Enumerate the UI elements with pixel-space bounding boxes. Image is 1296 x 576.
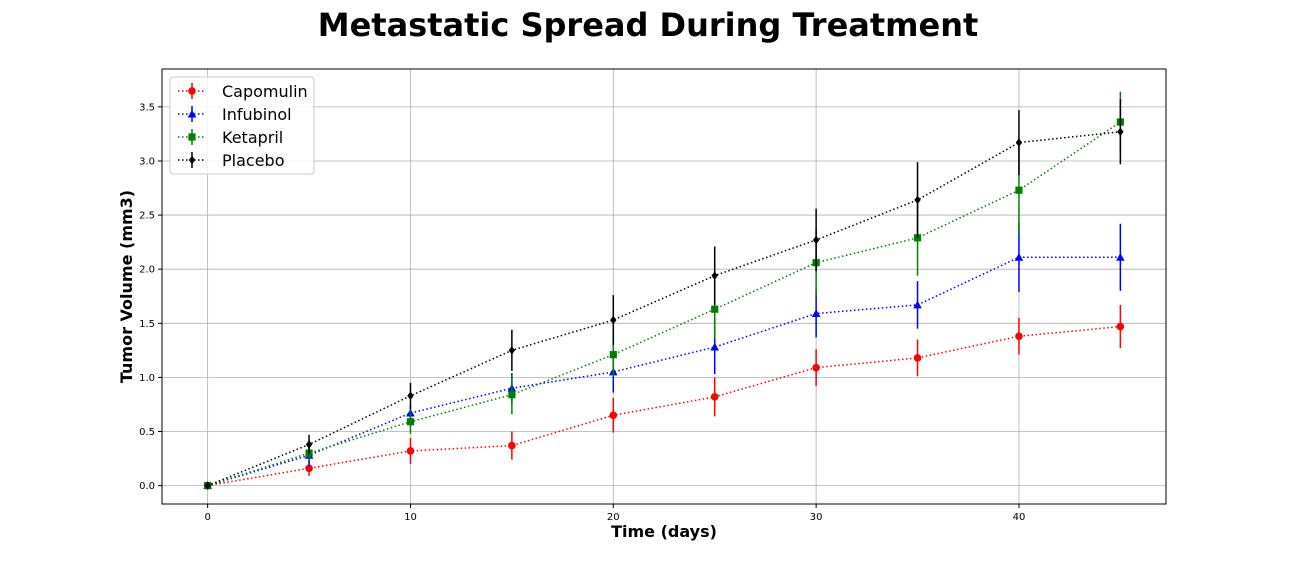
data-point bbox=[305, 464, 313, 473]
data-point bbox=[188, 155, 196, 165]
data-point bbox=[710, 393, 719, 401]
legend-label: Infubinol bbox=[222, 105, 292, 124]
data-point bbox=[609, 411, 618, 420]
data-point bbox=[508, 441, 516, 450]
legend-item-placebo: Placebo bbox=[178, 151, 284, 170]
y-tick-label: 3.5 bbox=[139, 102, 155, 113]
data-point bbox=[1116, 322, 1125, 331]
data-point bbox=[913, 300, 922, 309]
data-point bbox=[407, 391, 414, 401]
y-tick-label: 2.5 bbox=[139, 211, 155, 222]
data-point bbox=[811, 309, 821, 317]
legend-item-ketapril: Ketapril bbox=[178, 128, 283, 147]
axis-ticks: 0 10 20 30 40 0.0 0.5 1.0 1.5 2.0 2.5 3.0 3.5 bbox=[139, 102, 1025, 523]
series-line bbox=[207, 325, 1121, 487]
data-point bbox=[610, 315, 617, 325]
data-point bbox=[508, 391, 516, 399]
data-point bbox=[188, 87, 196, 95]
data-point bbox=[711, 305, 719, 313]
data-point bbox=[609, 351, 617, 359]
x-tick-label: 0 bbox=[204, 512, 210, 523]
legend: Capomulin Infubinol Ketapril Placebo bbox=[169, 76, 315, 175]
y-tick-label: 1.5 bbox=[139, 319, 155, 330]
data-point bbox=[812, 235, 820, 245]
data-point bbox=[1015, 138, 1023, 147]
data-point bbox=[406, 418, 415, 426]
legend-label: Capomulin bbox=[222, 82, 308, 101]
y-tick-label: 3.0 bbox=[139, 156, 155, 167]
series-line bbox=[207, 256, 1121, 487]
data-point bbox=[914, 195, 921, 205]
series-capomulin bbox=[203, 304, 1125, 490]
y-tick-label: 0.0 bbox=[139, 481, 155, 492]
data-point bbox=[711, 271, 718, 280]
data-point bbox=[508, 346, 516, 355]
legend-box bbox=[169, 76, 315, 175]
x-tick-label: 30 bbox=[810, 512, 823, 523]
series-placebo bbox=[204, 99, 1124, 490]
x-axis-label: Time (days) bbox=[611, 522, 717, 541]
legend-item-infubinol: Infubinol bbox=[178, 105, 292, 124]
legend-item-capomulin: Capomulin bbox=[178, 82, 308, 101]
series-infubinol bbox=[203, 222, 1125, 490]
data-point bbox=[305, 440, 313, 449]
data-point bbox=[406, 447, 415, 455]
series-ketapril bbox=[204, 91, 1124, 490]
data-point bbox=[913, 354, 922, 362]
legend-label: Placebo bbox=[222, 151, 284, 170]
data-point bbox=[1015, 186, 1023, 194]
legend-label: Ketapril bbox=[222, 128, 283, 147]
y-tick-label: 2.0 bbox=[139, 265, 155, 276]
data-point bbox=[188, 133, 196, 141]
data-point bbox=[204, 481, 211, 490]
data-point bbox=[1116, 252, 1125, 261]
data-point bbox=[1117, 127, 1124, 137]
x-tick-label: 10 bbox=[404, 512, 417, 523]
data-point bbox=[1014, 252, 1024, 261]
series-layer bbox=[203, 91, 1125, 490]
y-tick-label: 1.0 bbox=[139, 373, 155, 384]
series-line bbox=[207, 131, 1121, 487]
data-point bbox=[187, 109, 197, 118]
x-tick-label: 20 bbox=[607, 512, 620, 523]
y-tick-label: 0.5 bbox=[139, 427, 155, 438]
plot-area-frame bbox=[161, 68, 1167, 505]
series-line bbox=[207, 121, 1121, 487]
data-point bbox=[1015, 332, 1023, 341]
y-axis-label: Tumor Volume (mm3) bbox=[117, 190, 136, 383]
data-point bbox=[710, 342, 720, 351]
x-tick-label: 40 bbox=[1013, 512, 1026, 523]
data-point bbox=[812, 363, 820, 372]
chart-title: Metastatic Spread During Treatment bbox=[317, 6, 979, 44]
grid-lines bbox=[162, 69, 1166, 504]
